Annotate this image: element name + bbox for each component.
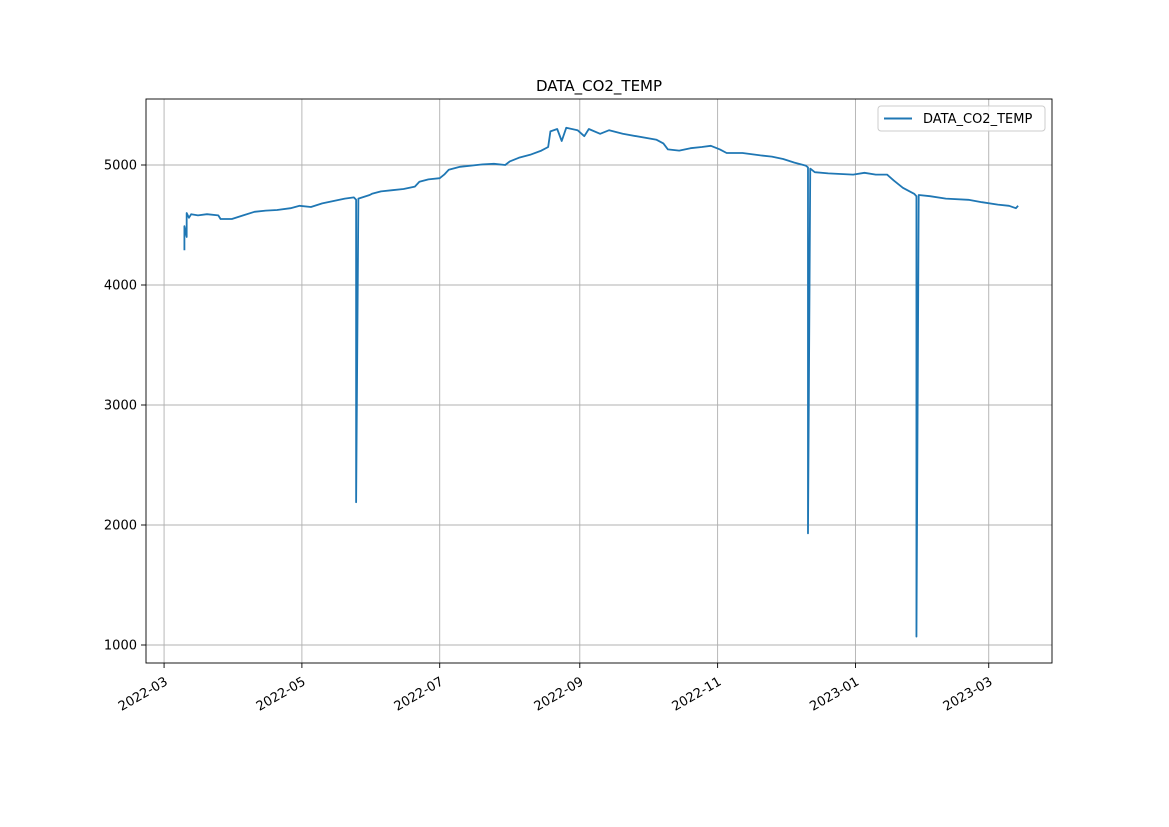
x-tick-label: 2022-11 [670, 674, 725, 714]
grid [146, 99, 1052, 663]
chart-title: DATA_CO2_TEMP [536, 77, 662, 96]
series-line-0 [183, 126, 1019, 638]
y-tick-label: 4000 [104, 279, 137, 294]
axes-frame [145, 98, 1053, 664]
legend-label: DATA_CO2_TEMP [923, 112, 1032, 127]
x-tick-label: 2022-09 [532, 674, 587, 714]
y-tick-label: 3000 [104, 399, 137, 414]
series-layer [183, 126, 1019, 638]
x-tick-label: 2022-05 [254, 674, 309, 714]
x-axis: 2022-03 2022-05 2022-07 2022-09 2022-11 2023-… [116, 663, 995, 715]
y-tick-label: 2000 [104, 519, 137, 534]
x-tick-label: 2023-03 [941, 674, 996, 714]
y-tick-label: 1000 [104, 639, 137, 654]
y-tick-label: 5000 [104, 159, 137, 174]
legend-box [877, 105, 1046, 132]
y-axis: 1000 2000 3000 4000 5000 [104, 159, 146, 654]
legend: DATA_CO2_TEMP [877, 105, 1046, 132]
x-tick-label: 2023-01 [807, 674, 862, 714]
x-tick-label: 2022-07 [392, 674, 447, 714]
x-tick-label: 2022-03 [116, 674, 171, 714]
